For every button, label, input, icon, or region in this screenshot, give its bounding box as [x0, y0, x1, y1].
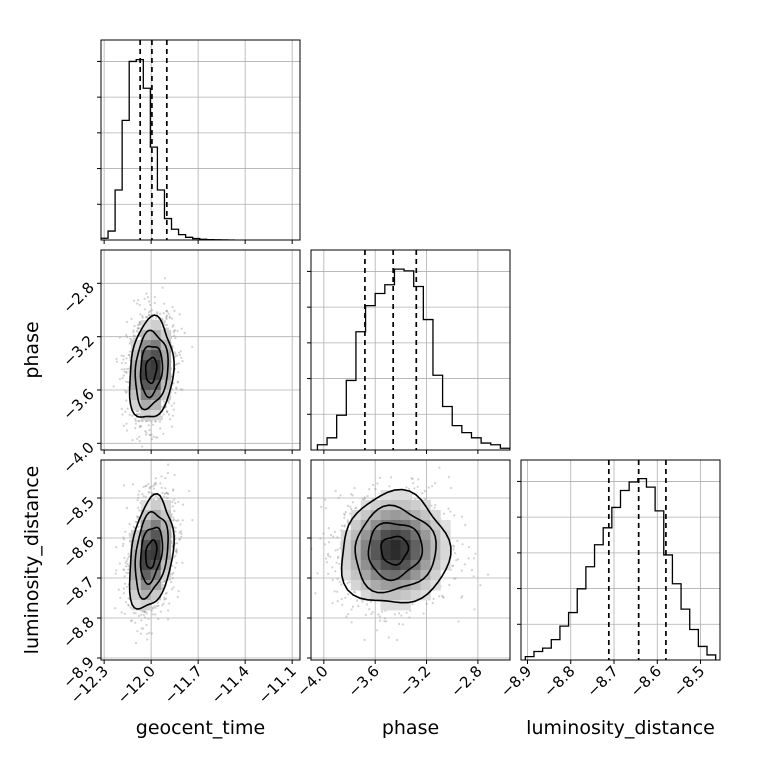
- panel-phase-vs-luminosity_distance: [307, 459, 511, 664]
- panel-geocent_time-vs-luminosity_distance-contour-1: [139, 526, 164, 586]
- ytick-label-phase-1: −3.6: [59, 385, 97, 423]
- panel-phase-vs-luminosity_distance-contour-1: [367, 521, 424, 582]
- ytick-label-luminosity_distance-2: −8.7: [59, 573, 97, 611]
- xtick-label-phase-3: −2.8: [447, 662, 485, 700]
- hist-phase: [307, 249, 511, 454]
- ytick-label-phase-2: −3.2: [59, 332, 97, 370]
- hist-phase-frame: [310, 249, 511, 451]
- xlabel-phase: phase: [382, 717, 439, 739]
- panel-geocent_time-vs-luminosity_distance: [97, 459, 301, 664]
- ytick-label-phase-0: −4.0: [59, 438, 97, 476]
- xtick-label-geocent_time-2: −11.7: [161, 662, 206, 707]
- panel-geocent_time-vs-phase: [97, 249, 301, 454]
- xtick-label-luminosity_distance-2: −8.7: [583, 662, 621, 700]
- xtick-label-phase-0: −4.0: [293, 662, 331, 700]
- xtick-label-luminosity_distance-3: −8.6: [627, 662, 665, 700]
- xtick-label-luminosity_distance-0: −8.9: [497, 662, 535, 700]
- panel-geocent_time-vs-luminosity_distance-contour-0: [144, 539, 158, 569]
- hist-geocent_time-frame: [100, 39, 301, 241]
- panel-geocent_time-vs-luminosity_distance-frame: [100, 459, 301, 661]
- xlabel-geocent_time: geocent_time: [136, 717, 265, 739]
- hist-geocent_time: [97, 39, 301, 244]
- panel-phase-vs-luminosity_distance-contour-0: [380, 535, 410, 566]
- hist-luminosity_distance-frame: [520, 459, 721, 661]
- xtick-label-luminosity_distance-1: −8.8: [540, 662, 578, 700]
- xtick-label-geocent_time-4: −11.1: [255, 662, 300, 707]
- xlabel-luminosity_distance: luminosity_distance: [526, 717, 715, 739]
- hist-luminosity_distance-steps: [524, 477, 717, 660]
- hist-luminosity_distance-plot-area: [521, 460, 720, 660]
- xtick-label-luminosity_distance-4: −8.5: [670, 662, 708, 700]
- ytick-label-luminosity_distance-4: −8.5: [59, 493, 97, 531]
- panel-phase-vs-luminosity_distance-frame: [310, 459, 511, 661]
- panel-geocent_time-vs-phase-contour-1: [139, 345, 164, 399]
- panel-geocent_time-vs-phase-contour-2: [134, 329, 169, 411]
- panel-phase-vs-luminosity_distance-plot-area: [311, 460, 510, 660]
- panel-geocent_time-vs-phase-contour-3: [128, 314, 175, 418]
- panel-geocent_time-vs-phase-plot-area: [101, 250, 300, 450]
- panel-phase-vs-luminosity_distance-contour-2: [354, 504, 437, 594]
- panel-geocent_time-vs-phase-frame: [100, 249, 301, 451]
- hist-luminosity_distance: [517, 459, 721, 664]
- ylabel-luminosity_distance: luminosity_distance: [21, 466, 43, 655]
- hist-geocent_time-plot-area: [101, 40, 300, 240]
- panel-phase-vs-luminosity_distance-contour-3: [340, 488, 452, 604]
- ytick-label-phase-3: −2.8: [59, 278, 97, 316]
- panel-geocent_time-vs-luminosity_distance-contour-2: [134, 510, 169, 600]
- ytick-label-luminosity_distance-3: −8.6: [59, 533, 97, 571]
- panel-geocent_time-vs-luminosity_distance-plot-area: [101, 460, 300, 660]
- hist-phase-plot-area: [311, 250, 510, 450]
- panel-geocent_time-vs-phase-contour-0: [144, 356, 158, 385]
- ytick-label-luminosity_distance-1: −8.8: [59, 613, 97, 651]
- hist-phase-steps: [316, 268, 510, 450]
- ylabel-phase: phase: [21, 321, 43, 378]
- xtick-label-phase-1: −3.6: [345, 662, 383, 700]
- xtick-label-geocent_time-3: −11.4: [208, 662, 253, 707]
- xtick-label-phase-2: −3.2: [396, 662, 434, 700]
- hist-geocent_time-steps: [101, 58, 235, 240]
- xtick-label-geocent_time-1: −12.0: [114, 662, 159, 707]
- panel-geocent_time-vs-luminosity_distance-contour-3: [128, 492, 175, 610]
